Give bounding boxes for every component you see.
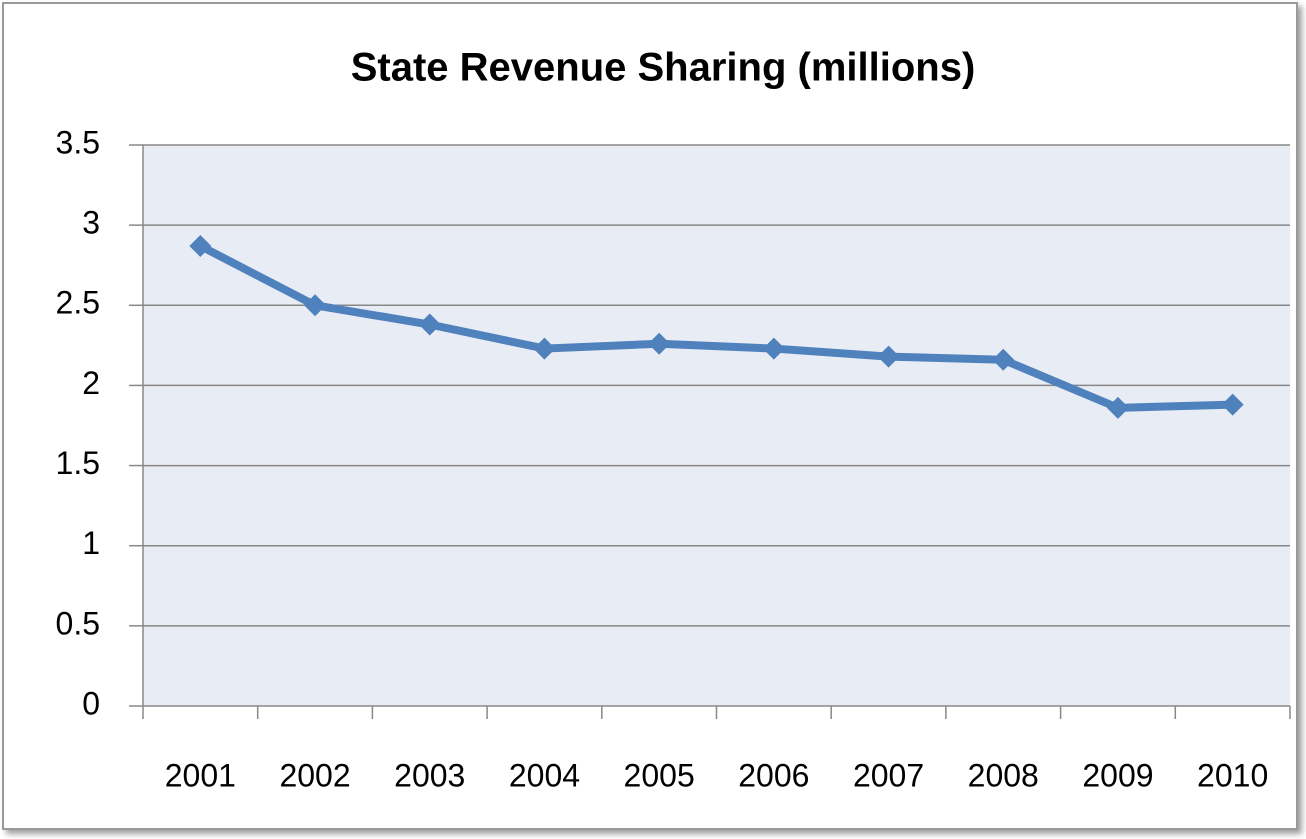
y-tick-label: 0.5 bbox=[56, 605, 100, 641]
x-tick-label: 2006 bbox=[738, 757, 809, 793]
x-tick-label: 2008 bbox=[968, 757, 1039, 793]
data-point bbox=[533, 337, 556, 360]
chart-title: State Revenue Sharing (millions) bbox=[351, 46, 976, 90]
x-tick-label: 2001 bbox=[165, 757, 236, 793]
data-line bbox=[198, 242, 1233, 412]
x-tick-label: 2007 bbox=[853, 757, 924, 793]
y-tick-label: 1.5 bbox=[56, 445, 100, 481]
data-point bbox=[762, 337, 785, 360]
x-tick-label: 2005 bbox=[624, 757, 695, 793]
data-point bbox=[877, 345, 900, 368]
y-tick-label: 0 bbox=[82, 685, 100, 721]
data-point bbox=[418, 313, 441, 336]
x-tick-label: 2010 bbox=[1197, 757, 1268, 793]
plot-area bbox=[143, 145, 1290, 706]
y-tick-label: 1 bbox=[82, 525, 100, 561]
data-point bbox=[1221, 393, 1244, 416]
x-tick-label: 2003 bbox=[394, 757, 465, 793]
data-point bbox=[1106, 396, 1129, 419]
x-tick-label: 2002 bbox=[279, 757, 350, 793]
data-point bbox=[992, 348, 1015, 371]
x-tick-label: 2009 bbox=[1082, 757, 1153, 793]
data-point bbox=[304, 294, 327, 317]
data-point bbox=[648, 332, 671, 355]
y-tick-label: 2.5 bbox=[56, 285, 100, 321]
data-point bbox=[189, 234, 212, 257]
y-tick-label: 3 bbox=[82, 205, 100, 241]
y-tick-label: 3.5 bbox=[56, 124, 100, 160]
y-tick-label: 2 bbox=[82, 365, 100, 401]
x-tick-label: 2004 bbox=[509, 757, 580, 793]
